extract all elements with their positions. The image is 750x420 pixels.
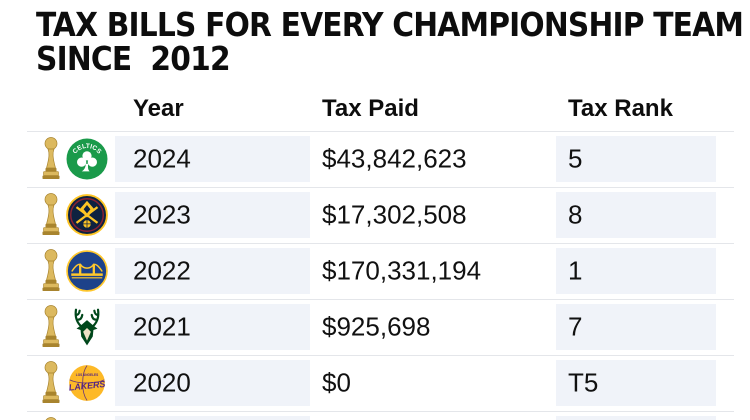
svg-text:LAKERS: LAKERS xyxy=(68,379,106,393)
championship-trophy-icon xyxy=(40,249,62,293)
year-cell: 2024 xyxy=(133,143,191,174)
championship-trophy-icon xyxy=(40,417,62,420)
row-divider xyxy=(27,131,734,132)
tax-rank-cell: 7 xyxy=(568,311,583,342)
year-cell: 2021 xyxy=(133,311,191,342)
rank-column-tint xyxy=(556,304,716,350)
table-row-partial xyxy=(0,411,750,420)
tax-rank-cell: T5 xyxy=(568,367,599,398)
table-row: 2021 $925,698 7 xyxy=(0,299,750,355)
page-title: TAX BILLS FOR EVERY CHAMPIONSHIP TEAM SIN… xyxy=(36,8,744,78)
lakers-logo: LOS ANGELES LAKERS xyxy=(66,362,108,404)
row-divider xyxy=(27,299,734,300)
bucks-logo xyxy=(66,306,108,348)
year-cell: 2022 xyxy=(133,255,191,286)
column-header-year: Year xyxy=(133,95,184,122)
championship-trophy-icon xyxy=(40,137,62,181)
championship-trophy-icon xyxy=(40,305,62,349)
column-header-tax-paid: Tax Paid xyxy=(322,95,419,122)
year-cell: 2020 xyxy=(133,367,191,398)
svg-text:LOS ANGELES: LOS ANGELES xyxy=(76,373,98,377)
row-divider xyxy=(27,355,734,356)
tax-paid-cell: $925,698 xyxy=(322,311,431,342)
rank-column-tint xyxy=(556,192,716,238)
tax-paid-cell: $17,302,508 xyxy=(322,199,467,230)
table-row: CELTICS 2024 $43,842,623 5 xyxy=(0,131,750,187)
page-title-line2: SINCE 2012 xyxy=(36,39,231,78)
rank-column-tint xyxy=(556,248,716,294)
year-column-tint xyxy=(115,248,310,294)
rank-column-tint xyxy=(556,416,716,420)
tax-rank-cell: 8 xyxy=(568,199,583,230)
table-row: 2023 $17,302,508 8 xyxy=(0,187,750,243)
row-divider xyxy=(27,243,734,244)
year-column-tint xyxy=(115,360,310,406)
rank-column-tint xyxy=(556,136,716,182)
championship-trophy-icon xyxy=(40,193,62,237)
year-column-tint xyxy=(115,192,310,238)
tax-paid-cell: $43,842,623 xyxy=(322,143,467,174)
tax-rank-cell: 1 xyxy=(568,255,583,286)
page-title-line1: TAX BILLS FOR EVERY CHAMPIONSHIP TEAM xyxy=(36,5,744,44)
year-column-tint xyxy=(115,304,310,350)
nuggets-logo xyxy=(66,194,108,236)
table-row: LOS ANGELES LAKERS 2020 $0 T5 xyxy=(0,355,750,411)
rank-column-tint xyxy=(556,360,716,406)
tax-paid-cell: $170,331,194 xyxy=(322,255,482,286)
tax-paid-cell: $0 xyxy=(322,367,351,398)
celtics-logo: CELTICS xyxy=(66,138,108,180)
year-cell: 2023 xyxy=(133,199,191,230)
row-divider xyxy=(27,411,734,412)
warriors-logo xyxy=(66,250,108,292)
column-header-tax-rank: Tax Rank xyxy=(568,95,673,122)
table-row: 2022 $170,331,194 1 xyxy=(0,243,750,299)
championship-trophy-icon xyxy=(40,361,62,405)
year-column-tint xyxy=(115,136,310,182)
year-column-tint xyxy=(115,416,310,420)
row-divider xyxy=(27,187,734,188)
tax-rank-cell: 5 xyxy=(568,143,583,174)
